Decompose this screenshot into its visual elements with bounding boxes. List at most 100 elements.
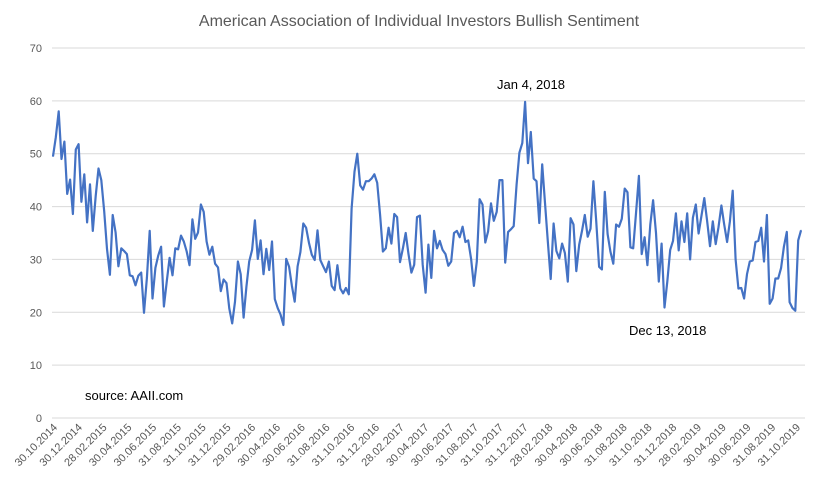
y-tick-label: 20 [30,307,42,319]
y-tick-label: 40 [30,202,42,214]
data-point [385,247,387,249]
data-point [393,213,395,215]
data-point [678,249,680,251]
data-point [544,202,546,204]
data-point [78,143,80,145]
data-point [735,258,737,260]
data-point [410,272,412,274]
data-point [717,226,720,228]
data-point [504,262,506,264]
data-point [285,258,287,260]
data-point [191,218,193,220]
data-point [655,232,657,234]
data-point [797,239,799,241]
data-point [265,248,267,250]
data-point [652,199,654,201]
data-point [589,228,592,230]
data-point [376,182,378,184]
data-point [92,230,94,232]
data-point [518,152,521,154]
y-tick-label: 10 [30,360,42,372]
data-point [100,179,102,181]
y-tick-label: 60 [30,96,42,108]
data-point [217,266,219,268]
data-point [456,230,458,232]
data-point [479,198,481,200]
data-point [245,286,247,288]
data-point [183,240,185,243]
data-point [493,220,495,222]
data-point [439,240,441,242]
data-point [774,277,777,280]
data-point [220,290,222,292]
data-point [715,243,717,245]
data-point [695,203,697,206]
data-point [644,236,646,238]
data-point [584,214,586,216]
y-tick-label: 70 [30,43,42,55]
data-point [433,230,435,232]
data-point [700,215,703,217]
data-point [686,212,688,214]
data-point [541,163,543,165]
data-point [388,227,390,229]
data-point [206,240,208,243]
data-point [69,179,71,181]
data-point [282,324,284,326]
data-point [390,243,392,245]
data-point [780,267,782,269]
data-point [243,317,245,319]
data-point [123,250,125,252]
data-point [513,225,515,227]
data-point [314,259,316,261]
data-point [430,277,432,279]
data-point [567,281,569,283]
data-point [587,236,589,238]
data-point [621,218,623,220]
data-point [570,217,572,219]
data-point [166,280,168,282]
data-point [58,110,60,112]
data-point [507,231,509,233]
data-point [83,173,85,175]
data-point [370,178,373,180]
data-point [698,232,700,235]
data-point [208,254,210,256]
data-point [279,313,282,315]
data-point [308,242,310,244]
data-point [225,282,228,284]
data-point [444,253,447,255]
data-point [740,287,742,289]
chart-title: American Association of Individual Inves… [199,13,640,30]
data-point [649,223,651,226]
data-point [66,193,68,195]
data-point [732,190,734,192]
data-point [709,245,711,247]
data-point [334,289,336,291]
data-point [749,260,751,263]
data-point [658,281,660,283]
data-point [396,216,398,218]
data-point [624,188,626,190]
data-point [240,273,242,275]
data-point [581,230,583,232]
data-point [689,258,691,260]
data-point [339,287,341,290]
data-point [527,162,529,164]
data-point [319,259,321,261]
data-point [427,244,429,246]
data-point [703,197,705,199]
data-point [473,285,475,287]
data-point [646,264,649,266]
data-point [174,247,176,249]
data-point [462,226,464,228]
data-point [407,253,410,255]
data-point [52,155,54,157]
data-point [436,247,438,249]
data-point [626,191,629,193]
data-point [157,255,159,257]
data-point [373,173,375,175]
data-point [706,220,708,222]
data-point [729,220,731,222]
data-point [75,148,77,151]
